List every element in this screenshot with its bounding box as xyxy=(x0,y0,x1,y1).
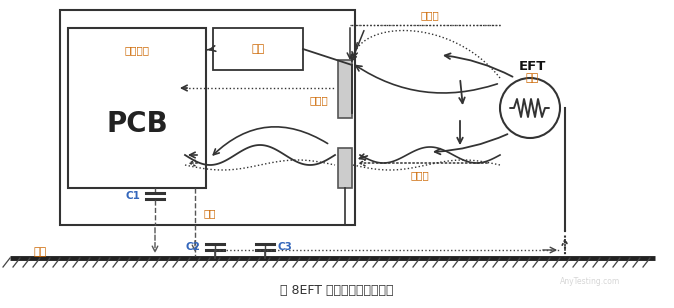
Text: 电源: 电源 xyxy=(251,44,265,54)
Text: C1: C1 xyxy=(125,191,140,201)
Text: C2: C2 xyxy=(185,242,200,252)
Text: 电源线: 电源线 xyxy=(421,10,439,20)
Bar xyxy=(60,10,355,225)
Text: 脉冲: 脉冲 xyxy=(525,73,539,83)
Text: 大地: 大地 xyxy=(34,247,47,257)
Text: EFT: EFT xyxy=(518,59,546,72)
Bar xyxy=(213,28,303,70)
Bar xyxy=(338,148,352,188)
Text: 图 8EFT 干扰传输环路示意图: 图 8EFT 干扰传输环路示意图 xyxy=(280,283,394,297)
Bar xyxy=(338,60,352,118)
Text: 滤波器: 滤波器 xyxy=(310,95,329,105)
Text: 外壳: 外壳 xyxy=(204,208,216,218)
Text: PCB: PCB xyxy=(106,110,168,138)
Text: 信号线: 信号线 xyxy=(410,170,429,180)
Text: AnyTesting.com: AnyTesting.com xyxy=(560,278,620,286)
Text: 敏感设备: 敏感设备 xyxy=(125,45,150,55)
Text: C3: C3 xyxy=(277,242,292,252)
Bar xyxy=(68,28,206,188)
